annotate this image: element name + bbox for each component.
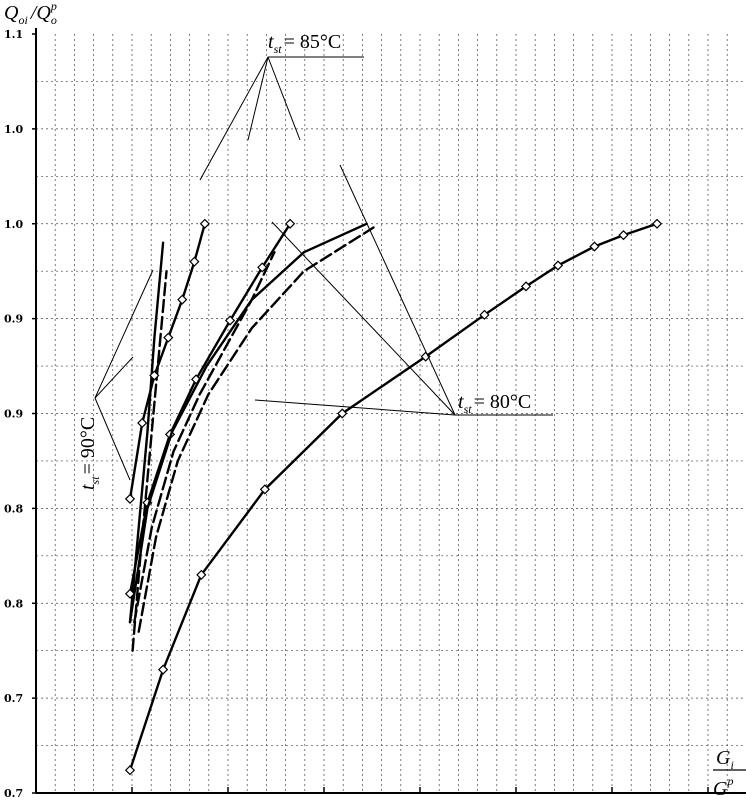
series-line-80-dashed	[137, 226, 375, 633]
leader-80	[339, 164, 456, 416]
data-point-marker	[196, 569, 207, 580]
y-tick-labels: 0.7 0.7 0.8 0.8 0.9 0.9 1.0 1.0 1.1	[4, 28, 23, 800]
y-tick-label: 1.0	[4, 218, 23, 231]
data-point-marker	[552, 260, 564, 271]
y-tick-label: 0.7	[4, 692, 23, 705]
y-tick-label: 0.8	[4, 502, 23, 515]
leader-80	[271, 221, 456, 416]
leader-85	[267, 56, 301, 141]
data-point-marker	[259, 484, 270, 495]
data-point-marker	[520, 281, 532, 292]
data-point-marker	[651, 218, 663, 229]
data-point-marker	[589, 241, 600, 252]
series-line-85-dashed	[133, 251, 276, 624]
y-tick-label: 1.1	[4, 28, 23, 41]
data-point-marker	[257, 262, 268, 273]
data-point-marker	[199, 218, 210, 229]
data-point-marker	[177, 294, 188, 305]
y-tick-label: 0.7	[4, 787, 23, 800]
data-point-marker	[124, 588, 136, 599]
annotation-80: tst = 80°C	[455, 391, 553, 416]
leader-90	[94, 356, 134, 399]
annotation-90: tst= 90°C	[77, 417, 102, 490]
series-line-90-dashed	[131, 270, 168, 652]
data-point-marker	[479, 309, 490, 320]
data-point-marker	[158, 664, 169, 675]
svg-text:Qoi/Qop: Qoi/Qop	[4, 0, 57, 27]
data-point-marker	[124, 493, 136, 504]
svg-text:Gp: Gp	[713, 774, 733, 800]
leader-lines	[94, 56, 456, 481]
y-axis-label: Qoi/Qop	[4, 0, 57, 27]
grid	[36, 34, 746, 793]
x-axis-label: Gi Gp	[713, 747, 746, 800]
data-point-marker	[137, 417, 148, 429]
svg-text:Gi: Gi	[716, 747, 734, 772]
data-point-marker	[163, 332, 174, 343]
data-point-marker	[285, 218, 296, 229]
axes	[32, 28, 746, 794]
leader-80	[254, 399, 456, 416]
leader-90	[94, 397, 131, 481]
data-point-marker	[337, 408, 348, 419]
series-group	[124, 218, 663, 776]
svg-text:tst= 90°C: tst= 90°C	[77, 417, 102, 490]
series-line-85-solid	[128, 222, 368, 624]
data-point-marker	[224, 315, 236, 326]
data-point-marker	[149, 370, 160, 381]
data-point-marker	[618, 230, 629, 241]
leader-85	[199, 56, 269, 181]
annotation-85: tst = 85°C	[268, 31, 364, 58]
y-tick-label: 0.9	[4, 408, 23, 421]
leader-90	[94, 269, 154, 399]
data-point-marker	[189, 256, 200, 267]
y-tick-label: 0.8	[4, 597, 23, 610]
svg-text:tst= 80°C: tst = 80°C	[458, 391, 531, 416]
data-point-marker	[124, 765, 136, 776]
y-tick-label: 1.0	[4, 123, 23, 136]
data-point-marker	[420, 351, 431, 362]
leader-85	[247, 56, 269, 141]
y-tick-label: 0.9	[4, 313, 23, 326]
series-line-80-solid	[128, 222, 659, 772]
svg-text:tst= 85°C: tst = 85°C	[268, 31, 341, 56]
